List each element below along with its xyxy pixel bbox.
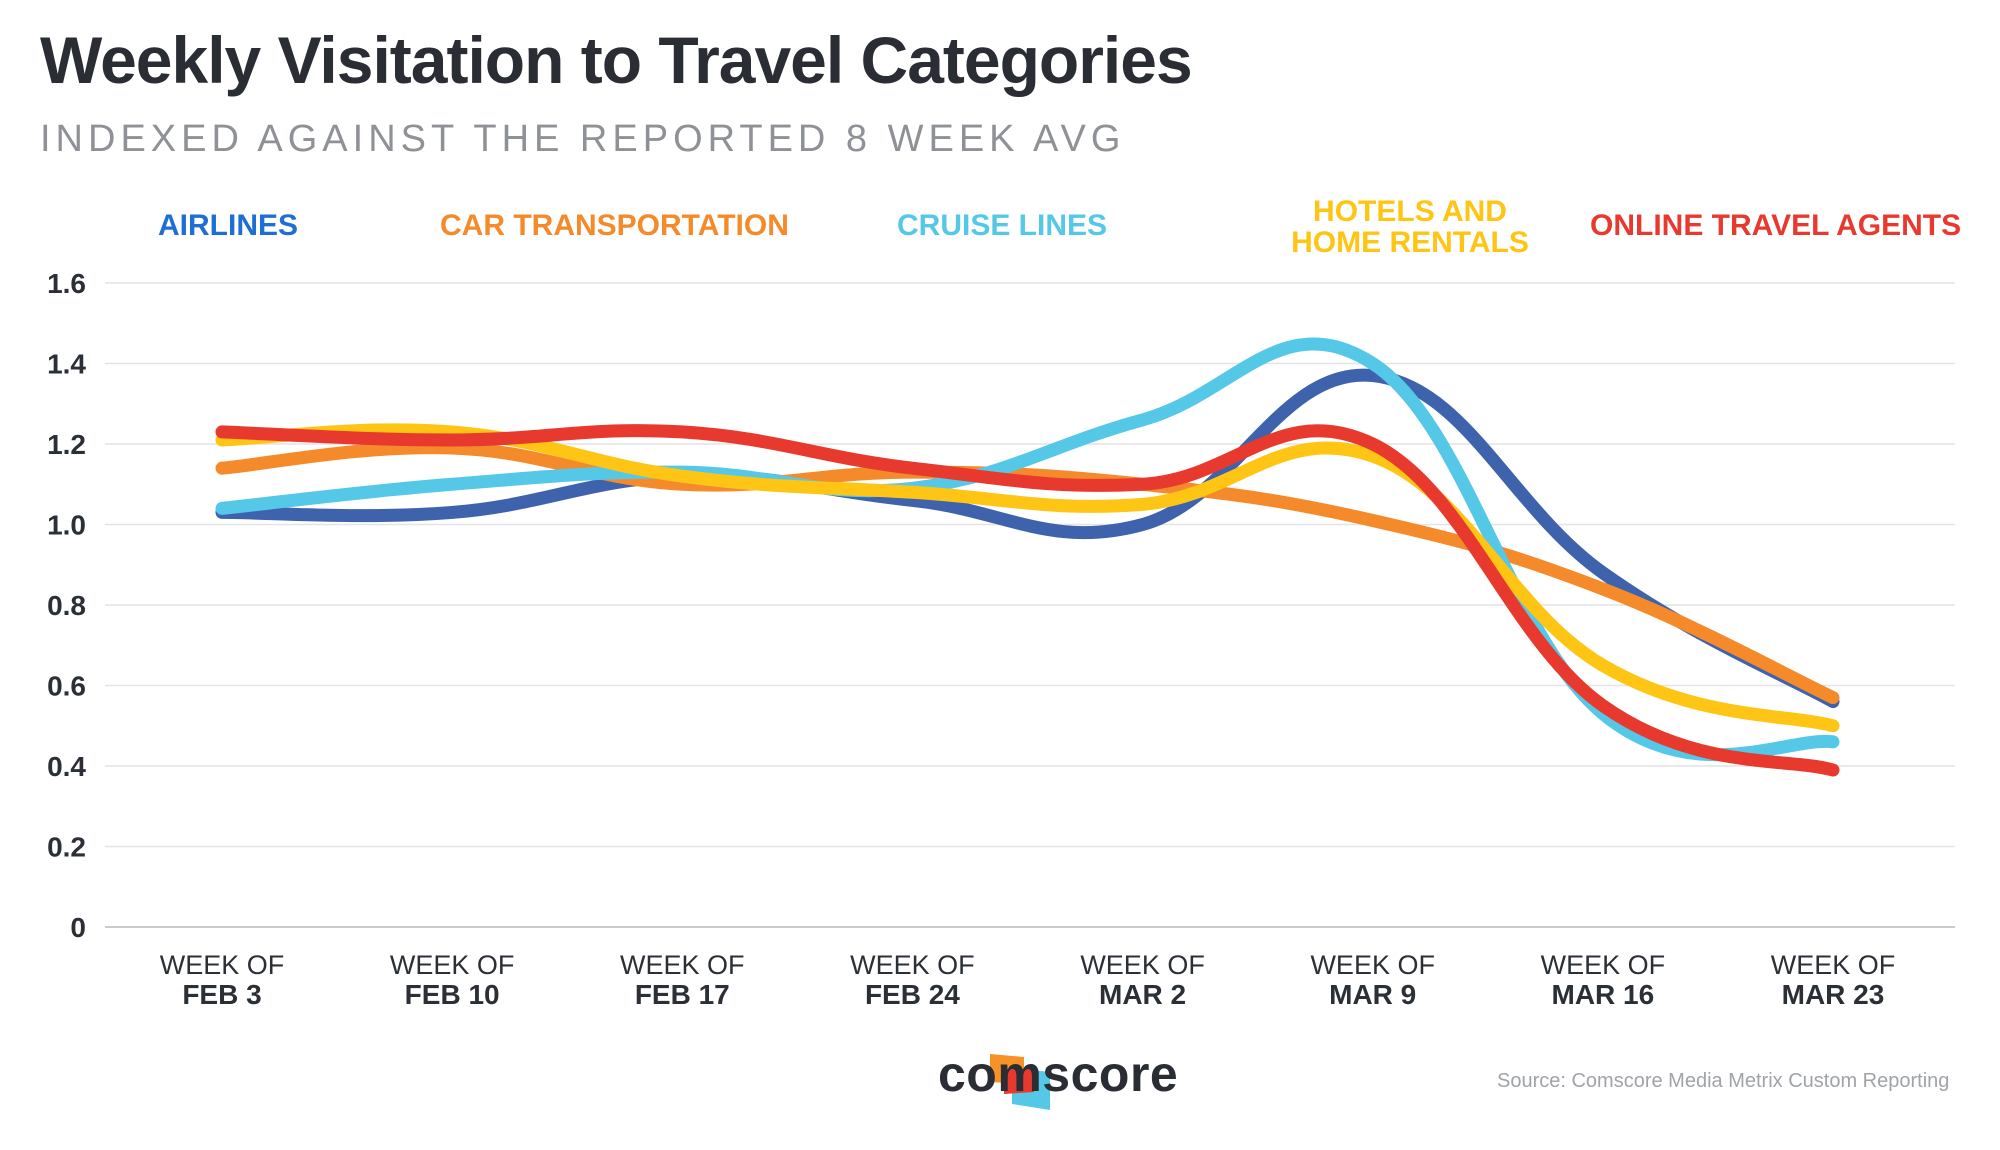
series-online-travel-agents-line [215,424,1840,777]
series-airlines-line [215,368,1840,709]
x-tick-label-line1: WEEK OF [620,950,745,980]
series-car-transportation-line [215,441,1840,705]
series-lines [215,337,1840,777]
x-tick-label-line2: MAR 2 [1099,979,1186,1010]
chart-title: Weekly Visitation to Travel Categories [40,23,1193,97]
x-tick-label-line2: MAR 9 [1329,979,1416,1010]
x-tick-label-line2: FEB 24 [865,979,960,1010]
x-tick-label-line1: WEEK OF [850,950,975,980]
logo-red-shape [1004,1068,1034,1094]
legend-label: AIRLINES [158,209,299,242]
grid-lines [105,282,1955,928]
legend-label: CRUISE LINES [897,209,1108,242]
legend-cruise-lines: CRUISE LINES [897,210,1107,241]
comscore-logo-text: comscore [938,1046,1179,1102]
chart-subtitle: INDEXED AGAINST THE REPORTED 8 WEEK AVG [40,118,1126,160]
y-tick-label: 1.6 [47,268,86,299]
y-tick-label: 0 [70,912,86,943]
legend-online-travel-agents: ONLINE TRAVEL AGENTS [1590,210,1961,241]
y-tick-label: 0.2 [47,832,86,863]
x-tick-label-line2: MAR 16 [1552,979,1655,1010]
x-tick-label-line1: WEEK OF [1310,950,1435,980]
y-axis-ticks: 0 0.2 0.4 0.6 0.8 1.0 1.2 1.4 1.6 [47,268,86,943]
y-tick-label: 1.4 [47,349,86,380]
x-tick-label-line1: WEEK OF [1541,950,1666,980]
x-tick-label-line2: FEB 17 [635,979,730,1010]
x-tick-label-line1: WEEK OF [160,950,285,980]
y-tick-label: 0.8 [47,590,86,621]
comscore-logo-icon [990,1054,1050,1110]
y-tick-label: 1.0 [47,510,86,541]
x-tick-label-line1: WEEK OF [1080,950,1205,980]
x-tick-label-line2: MAR 23 [1782,979,1885,1010]
y-tick-label: 0.6 [47,671,86,702]
legend-label: ONLINE TRAVEL AGENTS [1590,209,1962,242]
source-note: Source: Comscore Media Metrix Custom Rep… [1497,1070,1950,1092]
legend-label-line1: HOTELS AND [1313,195,1507,228]
legend-label-line2: HOME RENTALS [1291,226,1529,259]
legend-label: CAR TRANSPORTATION [440,209,789,242]
x-tick-label-line2: FEB 10 [405,979,500,1010]
x-tick-label-line1: WEEK OF [390,950,515,980]
legend-hotels-and-home-rentals: HOTELS AND HOME RENTALS [1260,196,1560,258]
legend-airlines: AIRLINES [158,210,298,241]
x-tick-label-line2: FEB 3 [182,979,261,1010]
x-tick-label-line1: WEEK OF [1771,950,1896,980]
y-tick-label: 0.4 [47,751,86,782]
legend-car-transportation: CAR TRANSPORTATION [440,210,789,241]
y-tick-label: 1.2 [47,429,86,460]
